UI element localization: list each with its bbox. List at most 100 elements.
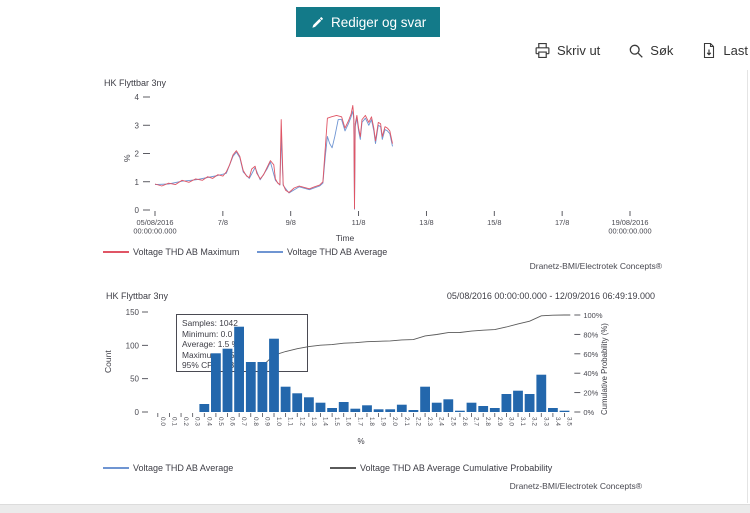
bin-tick-label: 1.0 (275, 417, 282, 426)
printer-icon (534, 42, 551, 59)
toolbar-search-label: Søk (650, 43, 674, 58)
toolbar-download-label: Last (723, 43, 748, 58)
chart2-branding: Dranetz-BMI/Electrotek Concepts® (509, 481, 642, 491)
bin-tick-label: 3.3 (542, 417, 549, 426)
bin-tick-label: 1.8 (368, 417, 375, 426)
x-tick-line: 13/8 (419, 218, 433, 227)
histogram-bar (327, 408, 337, 412)
bin-tick-label: 0.8 (252, 417, 259, 426)
histogram-bar (385, 409, 396, 412)
chart2-legend-label-cumulative: Voltage THD AB Average Cumulative Probab… (360, 463, 553, 473)
histogram-bar (350, 408, 361, 412)
x-tick-label: 9/8 (286, 218, 296, 227)
legend-swatch-avg2 (103, 467, 129, 469)
histogram-bar (489, 408, 500, 412)
histogram-bar (362, 405, 372, 412)
bin-tick-label: 0.9 (263, 417, 270, 426)
percent-tick-label: 20% (583, 389, 598, 398)
bin-tick-label: 2.2 (414, 417, 421, 426)
bin-tick-label: 2.7 (473, 417, 480, 426)
bin-tick-label: 2.8 (484, 417, 491, 426)
bin-tick-label: 0.6 (229, 417, 236, 426)
bin-tick-label: 2.5 (449, 417, 456, 426)
histogram-bar (466, 402, 477, 412)
y-tick-label: 1 (135, 178, 140, 187)
bin-tick-label: 2.9 (496, 417, 503, 426)
histogram-bar (559, 410, 570, 412)
bin-tick-label: 3.0 (507, 417, 514, 426)
edit-reply-label: Rediger og svar (331, 14, 427, 30)
histogram-bar (280, 386, 291, 412)
x-tick-label: 15/8 (487, 218, 501, 227)
bin-tick-label: 0.3 (194, 417, 201, 426)
bin-tick-label: 1.3 (310, 417, 317, 426)
toolbar-download-button[interactable]: Last (701, 42, 748, 59)
bin-tick-label: 0.2 (182, 417, 189, 426)
bin-tick-label: 0.5 (217, 417, 224, 426)
search-icon (628, 43, 644, 59)
histogram-bar (420, 386, 430, 412)
count-tick-label: 50 (130, 375, 139, 384)
series-line-voltage-thd-ab-maximum (154, 105, 393, 210)
bin-tick-label: 1.1 (287, 417, 294, 426)
histogram-bar (524, 394, 535, 412)
x-tick-label: 7/8 (218, 218, 228, 227)
histogram-bar (257, 362, 268, 412)
histogram-bar (443, 399, 454, 412)
chart1-legend-item-average: Voltage THD AB Average (257, 247, 387, 257)
bin-tick-label: 1.4 (321, 417, 328, 426)
histogram-bar (501, 394, 512, 412)
bin-tick-label: 2.4 (438, 417, 445, 426)
stats-minimum: Minimum: 0.0 % (182, 328, 243, 339)
histogram-bar (396, 404, 407, 412)
chart1-legend-label-maximum: Voltage THD AB Maximum (133, 247, 240, 257)
x-tick-label: 11/8 (352, 218, 366, 227)
x-tick-label: 13/8 (419, 218, 433, 227)
toolbar-print-label: Skriv ut (556, 43, 601, 58)
y-tick-label: 2 (135, 150, 140, 159)
histogram-bar (478, 406, 489, 412)
histogram-bar (234, 326, 244, 412)
count-tick-label: 150 (126, 308, 140, 317)
chart1-title: HK Flyttbar 3ny (104, 78, 167, 88)
x-tick-line: 11/8 (352, 218, 366, 227)
bin-tick-label: 1.9 (380, 417, 387, 426)
percent-tick-label: 100% (583, 311, 603, 320)
x-tick-line: 00:00:00.000 (608, 226, 651, 235)
x-tick-line: 15/8 (487, 218, 501, 227)
histogram-bar (211, 353, 221, 412)
toolbar: Skriv ut Søk Last (534, 42, 748, 59)
histogram-bar (222, 348, 233, 412)
x-tick-label: 17/8 (555, 218, 569, 227)
histogram-bar (455, 410, 465, 412)
count-tick-label: 0 (135, 408, 140, 417)
bin-tick-label: 1.7 (356, 417, 363, 426)
chart2-legend-item-average: Voltage THD AB Average (103, 463, 233, 473)
bin-tick-label: 3.1 (519, 417, 526, 426)
x-tick-label: 05/08/2016 00:00:00.000 (133, 218, 176, 235)
x-tick-label: 19/08/2016 00:00:00.000 (608, 218, 651, 235)
x-tick-line: 05/08/2016 (137, 218, 174, 227)
legend-swatch-max (103, 251, 129, 253)
chart2-date-range: 05/08/2016 00:00:00.000 - 12/09/2016 06:… (446, 291, 655, 301)
histogram-bar (199, 404, 210, 412)
bin-tick-label: 0.7 (240, 417, 247, 426)
toolbar-print-button[interactable]: Skriv ut (534, 42, 600, 59)
histogram-bar (548, 408, 558, 412)
bin-tick-label: 0.4 (205, 417, 212, 426)
bin-tick-label: 3.4 (554, 417, 561, 426)
count-tick-label: 100 (126, 341, 140, 350)
histogram-bar (408, 410, 419, 412)
chart2-legend-label-average: Voltage THD AB Average (133, 463, 234, 473)
toolbar-search-button[interactable]: Søk (628, 43, 673, 59)
bin-tick-label: 0.0 (159, 417, 166, 426)
bin-tick-label: 1.2 (298, 417, 305, 426)
chart1-branding: Dranetz-BMI/Electrotek Concepts® (529, 261, 662, 271)
chart2-legend-item-cumulative: Voltage THD AB Average Cumulative Probab… (330, 463, 552, 473)
stats-average: Average: 1.5 % (182, 339, 240, 350)
edit-reply-button[interactable]: Rediger og svar (296, 7, 441, 37)
horizontal-scrollbar-track[interactable] (0, 504, 750, 513)
chart2-title: HK Flyttbar 3ny (106, 291, 169, 301)
x-tick-line: 9/8 (286, 218, 296, 227)
